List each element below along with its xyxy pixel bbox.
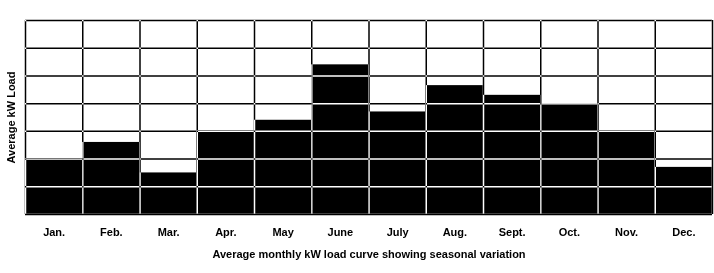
svg-text:Average monthly kW load curve: Average monthly kW load curve showing se… xyxy=(212,248,525,260)
svg-text:Jan.: Jan. xyxy=(43,226,65,238)
svg-text:Aug.: Aug. xyxy=(443,226,467,238)
svg-text:Sept.: Sept. xyxy=(499,226,526,238)
svg-text:Apr.: Apr. xyxy=(215,226,236,238)
svg-text:Dec.: Dec. xyxy=(672,226,695,238)
svg-text:May: May xyxy=(272,226,294,238)
svg-text:July: July xyxy=(387,226,410,238)
svg-text:Average kW Load: Average kW Load xyxy=(5,72,17,164)
svg-text:June: June xyxy=(328,226,354,238)
svg-text:Feb.: Feb. xyxy=(100,226,123,238)
svg-text:Nov.: Nov. xyxy=(615,226,638,238)
svg-text:Oct.: Oct. xyxy=(559,226,580,238)
svg-text:Mar.: Mar. xyxy=(158,226,180,238)
